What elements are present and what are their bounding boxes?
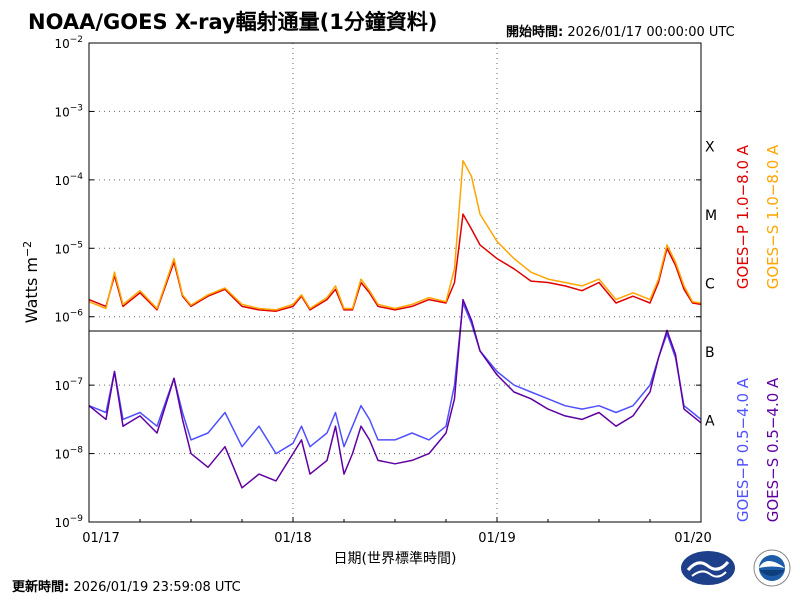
page-title: NOAA/GOES X-ray輻射通量(1分鐘資料) (28, 10, 438, 34)
y-tick-label: 10−3 (54, 103, 83, 119)
y-tick-label: 10−2 (54, 35, 83, 51)
y-tick-label: 10−7 (54, 377, 83, 393)
start-time-label: 開始時間: (506, 25, 564, 40)
legend-entry-4: GOES−S 0.5−4.0 A (764, 377, 782, 522)
flare-class-label: X (705, 140, 715, 156)
y-axis-label: Watts m−2 (21, 241, 41, 323)
update-time-label: 更新時間: (12, 580, 70, 595)
x-tick-label: 01/20 (674, 531, 711, 546)
legend-entry-1: GOES−P 1.0−8.0 A (734, 144, 752, 289)
y-tick-label: 10−9 (54, 514, 83, 530)
flare-class-label: A (705, 413, 715, 429)
x-tick-label: 01/19 (478, 531, 515, 546)
update-time-value: 2026/01/19 23:59:08 UTC (73, 580, 241, 595)
x-axis-label: 日期(世界標準時間) (334, 551, 457, 567)
start-time-value: 2026/01/17 00:00:00 UTC (567, 25, 735, 40)
update-time: 更新時間: 2026/01/19 23:59:08 UTC (12, 576, 241, 595)
y-tick-label: 10−6 (54, 309, 83, 325)
series-layer (88, 159, 702, 489)
cwa-logo (681, 551, 735, 585)
plot-frame (88, 42, 702, 523)
axes: 10−9 10−8 10−7 10−6 10−5 10−4 10−3 10−2 01/17 01/… (54, 35, 717, 546)
legend: GOES−P 1.0−8.0 A GOES−S 1.0−8.0 A GOES−P 0… (734, 144, 782, 522)
y-tick-label: 10−8 (54, 446, 83, 462)
y-axis-label-text: Watts m (22, 257, 41, 323)
x-tick-label: 01/18 (274, 531, 311, 546)
grid-lines (89, 43, 701, 522)
start-time: 開始時間: 2026/01/17 00:00:00 UTC (506, 21, 735, 40)
flare-class-label: C (705, 277, 715, 293)
series-line-2 (88, 159, 702, 311)
series-line-1 (88, 213, 702, 312)
y-axis-label-exponent: −2 (21, 241, 34, 257)
x-tick-label: 01/17 (82, 531, 119, 546)
series-line-3 (88, 302, 702, 455)
flare-class-label: B (705, 345, 715, 361)
flare-class-label: M (705, 208, 717, 224)
noaa-logo (753, 549, 791, 587)
series-line-4 (88, 298, 702, 489)
y-tick-label: 10−4 (54, 172, 83, 188)
y-tick-label: 10−5 (54, 240, 83, 256)
legend-entry-2: GOES−S 1.0−8.0 A (764, 144, 782, 289)
legend-entry-3: GOES−P 0.5−4.0 A (734, 377, 752, 522)
